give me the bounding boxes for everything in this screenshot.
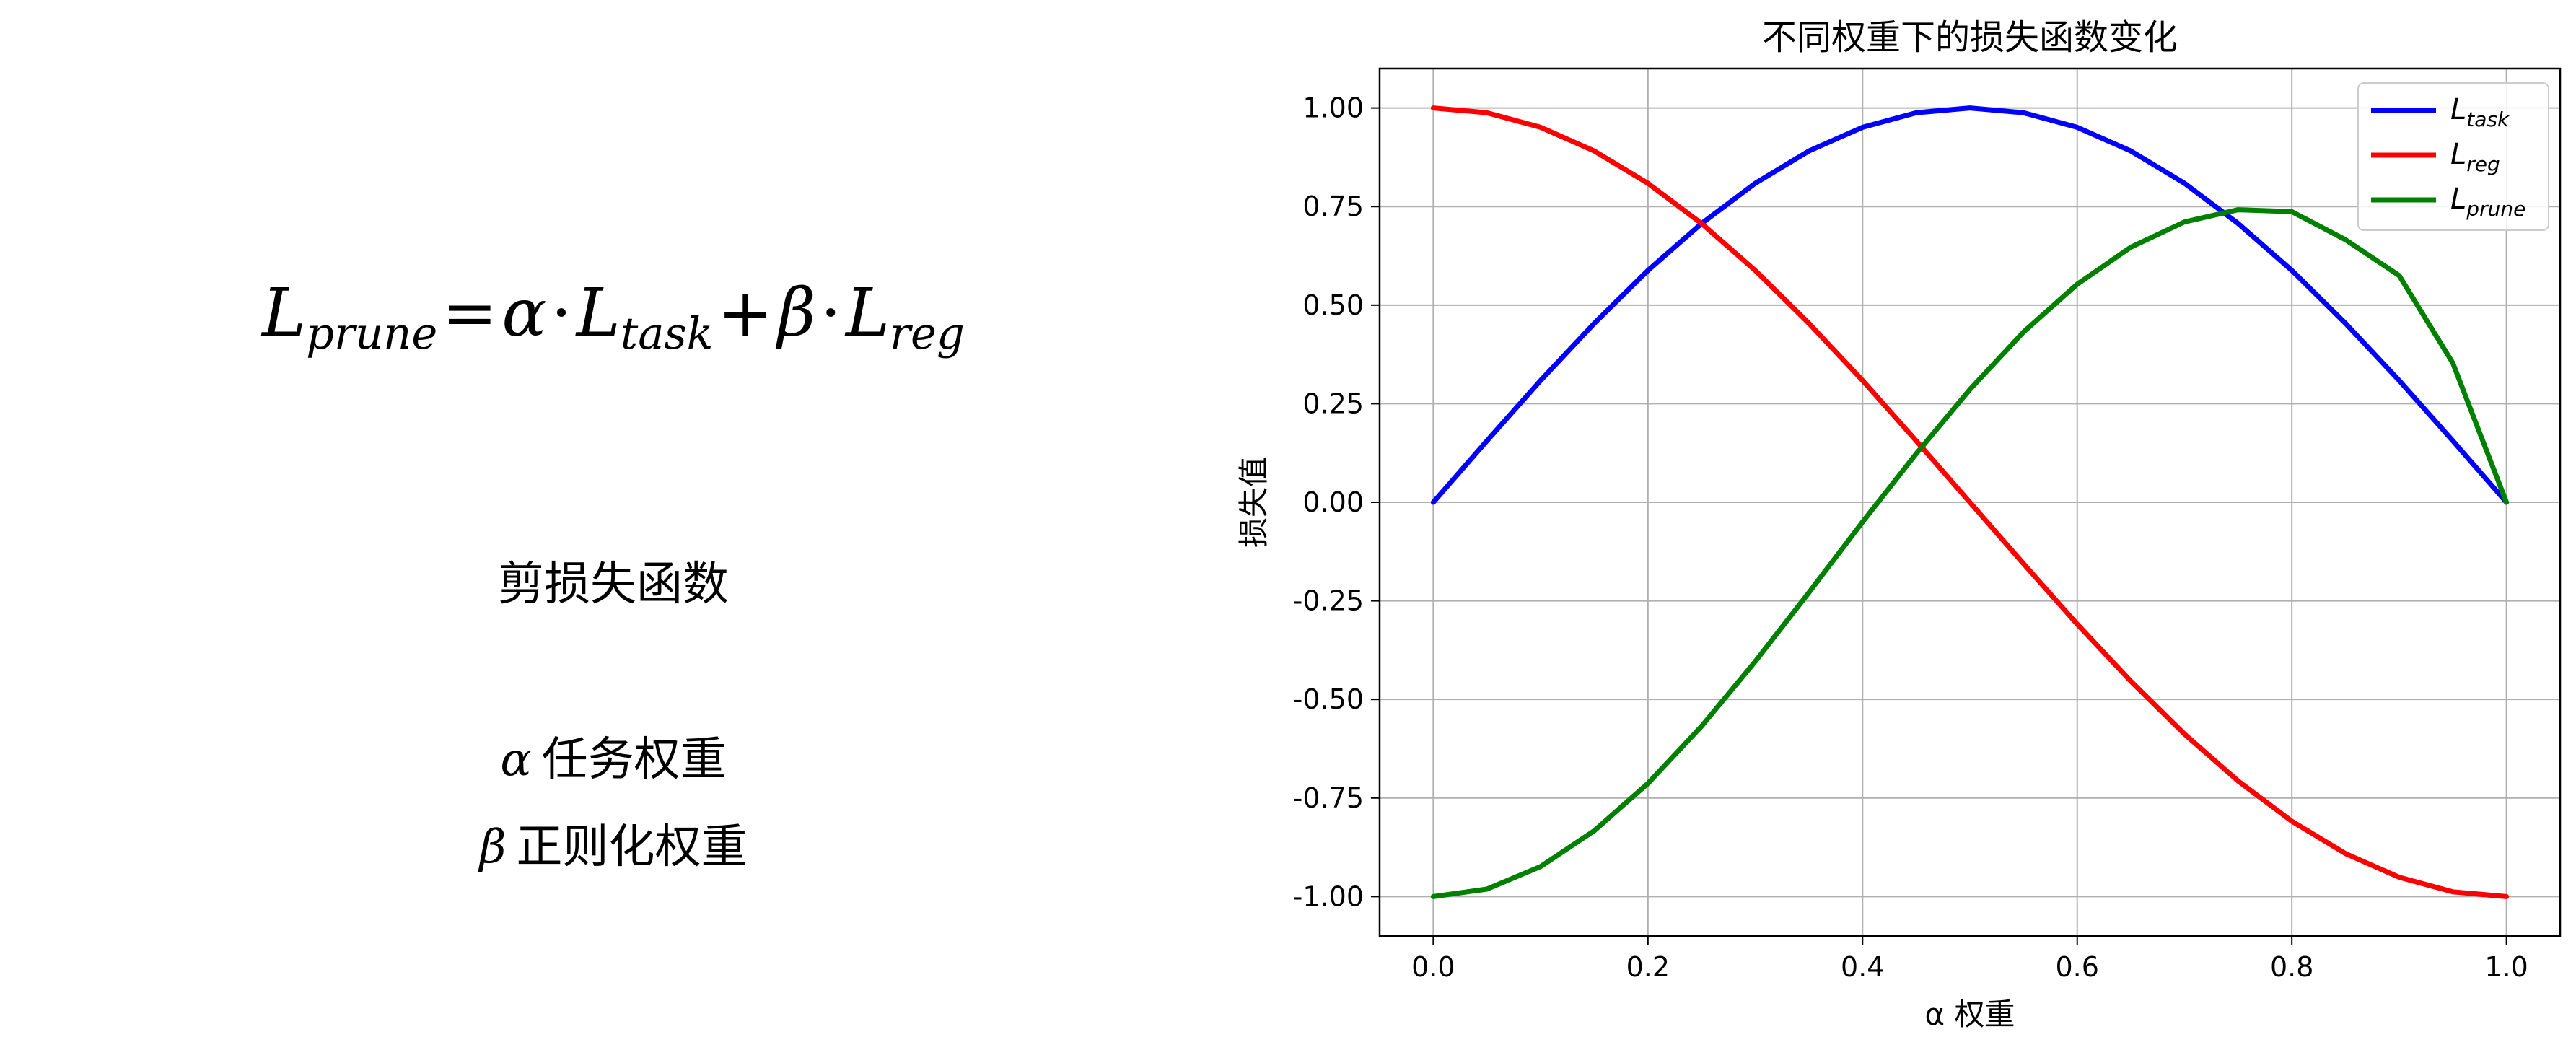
formula-task-term: Ltask (576, 274, 714, 360)
y-tick-label: -1.00 (1293, 880, 1364, 912)
x-tick-label: 0.4 (1841, 951, 1884, 983)
series-line-task (1430, 105, 2510, 505)
y-tick-label: -0.50 (1293, 683, 1364, 715)
prune-loss-formula: Lprune=α·Ltask+β·Lreg (0, 280, 1227, 356)
chart-title: 不同权重下的损失函数变化 (1762, 17, 2178, 58)
series-lines (1430, 105, 2510, 899)
y-axis-label: 损失值 (1236, 457, 1271, 548)
series-line-prune (1430, 207, 2510, 899)
y-tick-label: 0.00 (1302, 486, 1364, 518)
series-line-reg (1430, 105, 2510, 899)
formula-reg-term: Lreg (845, 274, 965, 360)
alpha-description: α 任务权重 (500, 733, 727, 787)
formula-beta: β (777, 274, 816, 351)
legend-box (2357, 82, 2549, 231)
x-tick-label: 0.2 (1626, 951, 1670, 983)
legend-label-task: Ltask (2450, 93, 2510, 131)
legend-label-reg: Lreg (2450, 138, 2500, 176)
y-tick-label: -0.75 (1293, 782, 1364, 814)
formula-dot-1: · (551, 274, 572, 351)
legend-label-prune: Lprune (2450, 183, 2525, 221)
formula-alpha: α (501, 274, 547, 351)
axis-ticks: 0.0 0.2 0.4 0.6 0.8 1.0 1.00 0.75 0.50 0.25 0.00 -0… (1293, 92, 2528, 983)
formula-lhs: Lprune (262, 274, 438, 360)
formula-plus: + (717, 274, 774, 351)
legend: Ltask Lreg Lprune (2357, 82, 2549, 231)
formula-dot-2: · (820, 274, 841, 351)
formula-panel: Lprune=α·Ltask+β·Lreg 剪损失函数 α 任务权重 β 正则化权重 (0, 0, 1227, 1050)
x-tick-label: 0.0 (1411, 951, 1455, 983)
x-axis-label: α 权重 (1924, 997, 2015, 1032)
x-tick-label: 0.8 (2270, 951, 2313, 983)
x-tick-label: 1.0 (2484, 951, 2528, 983)
y-tick-label: 0.50 (1302, 289, 1364, 321)
panel-title: 剪损失函数 (498, 558, 729, 611)
y-tick-label: -0.25 (1293, 585, 1364, 617)
y-tick-label: 1.00 (1302, 92, 1364, 124)
y-tick-label: 0.75 (1302, 191, 1364, 222)
y-tick-label: 0.25 (1302, 388, 1364, 419)
formula-equals: = (442, 274, 498, 351)
x-tick-label: 0.6 (2056, 951, 2099, 983)
beta-description: β 正则化权重 (479, 821, 748, 874)
